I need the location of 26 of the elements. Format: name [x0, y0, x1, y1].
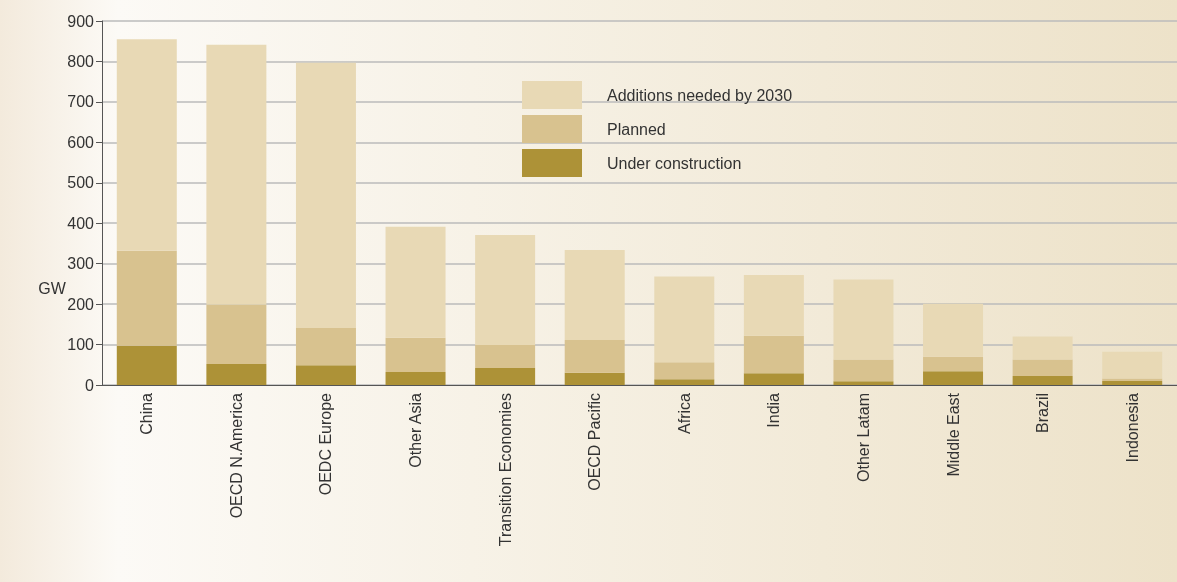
y-axis-title: GW: [38, 279, 67, 297]
x-tick-label: OEDC Europe: [317, 392, 335, 496]
y-tick-label: 500: [67, 174, 95, 192]
x-tick-label: Brazil: [1034, 393, 1052, 434]
x-tick-label: Transition Economies: [496, 393, 514, 547]
x-tick-label: Middle East: [944, 392, 962, 477]
x-tick-label: Africa: [675, 392, 693, 434]
y-tick-label: 700: [67, 93, 95, 111]
y-tick-label: 0: [85, 376, 95, 394]
y-tick-label: 900: [67, 12, 95, 30]
x-tick-label: OECD N.America: [227, 392, 245, 519]
x-tick-label: Other Asia: [407, 392, 425, 468]
y-tick-label: 100: [67, 336, 95, 354]
x-tick-label: Indonesia: [1123, 392, 1141, 463]
y-tick-label: 400: [67, 214, 95, 232]
x-tick-label: OECD Pacific: [586, 393, 604, 491]
legend-label: Additions needed by 2030: [607, 86, 793, 104]
x-tick-label: India: [765, 392, 783, 428]
legend-label: Planned: [607, 120, 666, 138]
y-tick-label: 600: [67, 133, 95, 151]
x-tick-label: Other Latam: [854, 393, 872, 482]
y-tick-label: 800: [67, 52, 95, 70]
y-tick-label: 200: [67, 295, 95, 313]
x-tick-label: China: [138, 392, 156, 435]
legend-label: Under construction: [607, 154, 742, 172]
y-tick-label: 300: [67, 255, 95, 273]
